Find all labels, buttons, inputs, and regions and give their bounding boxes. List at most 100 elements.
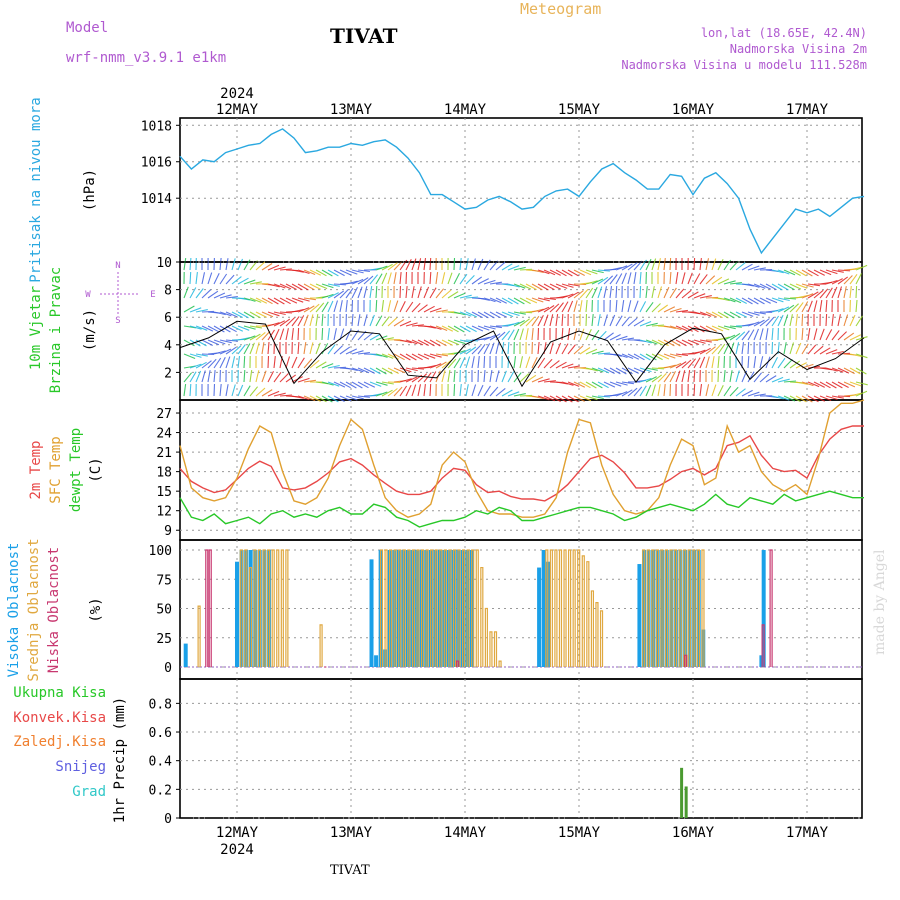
wind-barb — [825, 269, 838, 275]
wind-barb — [825, 395, 838, 401]
mid-cloud-bar — [271, 549, 275, 667]
wind-barb — [321, 327, 324, 341]
wind-barb — [687, 339, 700, 346]
wind-barb — [747, 265, 760, 271]
wind-barb — [279, 328, 285, 341]
wind-barb — [399, 353, 411, 361]
wind-barb — [201, 289, 212, 299]
wind-barb — [609, 286, 613, 299]
mid-cloud-bar — [197, 605, 201, 667]
wind-barb — [597, 352, 611, 355]
wind-barb — [453, 339, 466, 345]
wind-barb — [537, 283, 549, 291]
wind-barb — [321, 269, 333, 277]
wind-barb — [207, 358, 217, 369]
mid-cloud-bar — [420, 549, 425, 667]
wind-barb — [513, 311, 526, 315]
wind-barb — [333, 300, 339, 313]
wind-barb — [519, 394, 533, 397]
wind-barb — [669, 271, 672, 285]
wind-barb — [381, 272, 388, 285]
wind-barb — [237, 258, 244, 271]
wind-barb — [465, 275, 475, 285]
wind-barb — [471, 276, 483, 285]
wind-barb — [447, 325, 459, 333]
wind-barb — [549, 283, 562, 290]
wind-barb — [441, 325, 454, 332]
precip-tick-label: 0.4 — [149, 755, 173, 770]
wind-barb — [297, 307, 310, 313]
wind-barb — [405, 376, 418, 383]
wind-barb — [411, 286, 415, 299]
wind-barb — [291, 269, 304, 273]
wind-barb — [837, 395, 851, 398]
high-cloud-bar — [248, 550, 253, 667]
wind-barb — [837, 367, 850, 374]
wind-barb — [531, 376, 544, 383]
wind-barb — [423, 286, 430, 299]
wind-barb — [645, 376, 657, 383]
wind-barb — [573, 345, 584, 355]
mid-cloud-bar — [669, 549, 673, 667]
wind-barb — [513, 266, 526, 271]
wind-barb — [693, 311, 706, 316]
wind-barb — [501, 370, 507, 383]
wind-barb — [207, 272, 213, 285]
wind-barb — [231, 325, 244, 332]
wind-barb — [651, 258, 657, 271]
wind-barb — [225, 339, 238, 342]
mid-cloud-bar — [489, 631, 493, 667]
wind-barb — [765, 316, 775, 327]
wind-barb — [513, 283, 526, 289]
wind-barb — [429, 353, 442, 358]
wind-barb — [735, 297, 747, 304]
wind-barb — [339, 381, 351, 389]
high-cloud-bar — [369, 559, 374, 667]
wind-barb — [291, 283, 303, 291]
wind-barb — [369, 286, 373, 299]
wind-barb — [555, 314, 559, 327]
wind-barb — [189, 271, 192, 285]
wind-barb — [213, 272, 220, 285]
wind-barb — [705, 296, 719, 299]
wind-barb — [615, 353, 628, 359]
wind-barb — [231, 384, 236, 397]
wind-barb — [627, 367, 639, 374]
wind-barb — [297, 269, 310, 275]
wind-barb — [339, 300, 343, 313]
wind-barb — [303, 358, 313, 369]
wind-barb — [747, 371, 755, 383]
wind-barb — [801, 283, 814, 288]
wind-barb — [651, 367, 665, 370]
wind-barb — [591, 278, 604, 285]
wind-tick-label: 4 — [164, 339, 172, 354]
wind-barb — [489, 342, 495, 355]
top-day-label: 14MAY — [444, 102, 487, 118]
wind-barb — [507, 371, 515, 383]
wind-barb — [441, 339, 453, 346]
high-cloud-bar — [701, 629, 706, 667]
high-cloud-bar — [664, 550, 669, 667]
wind-barb — [267, 297, 279, 305]
wind-barb — [219, 273, 228, 285]
wind-barb — [315, 269, 327, 277]
wind-barb — [363, 286, 368, 299]
wind-barb — [309, 283, 321, 290]
pressure-tick-label: 1018 — [141, 119, 172, 134]
wind-barb — [519, 283, 532, 290]
wind-barb — [297, 327, 300, 341]
wind-barb — [579, 381, 591, 389]
wind-barb — [459, 325, 471, 333]
wind-barb — [327, 292, 339, 299]
wind-barb — [297, 377, 310, 383]
wind-barb — [699, 356, 706, 369]
wind-barb — [771, 341, 774, 355]
wind-barb — [675, 361, 687, 369]
wind-barb — [855, 273, 862, 285]
wind-barb — [753, 283, 766, 289]
wind-barb — [213, 350, 226, 355]
wind-barb — [267, 322, 280, 327]
mid-cloud-bar — [448, 549, 452, 667]
mid-cloud-bar — [484, 607, 488, 667]
cloud-tick-label: 100 — [149, 544, 172, 559]
